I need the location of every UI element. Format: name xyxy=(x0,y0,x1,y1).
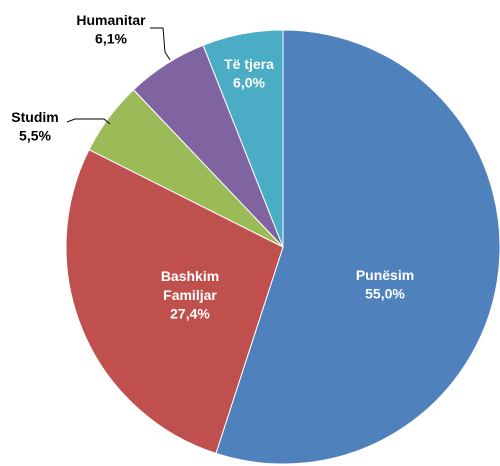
label-line: Studim xyxy=(11,109,58,125)
value-label: 6,1% xyxy=(95,31,127,47)
slice-label: Punësim xyxy=(356,267,414,283)
label-line: Të tjera xyxy=(224,56,274,72)
pie-slice xyxy=(215,29,500,465)
value-label: 5,5% xyxy=(19,128,51,144)
value-label: 55,0% xyxy=(365,286,405,302)
label-line: Punësim xyxy=(356,267,414,283)
leader-line xyxy=(150,27,171,61)
slice-label: Bashkim Familjar xyxy=(161,268,219,303)
pie-slice xyxy=(65,149,284,455)
value-label: 27,4% xyxy=(170,306,210,322)
label-line: Humanitar xyxy=(76,12,146,28)
value-label: 6,0% xyxy=(233,75,265,91)
slice-label: Studim xyxy=(11,109,58,125)
pie-slice xyxy=(202,29,284,248)
label-line: Familjar xyxy=(163,287,217,303)
leader-line xyxy=(66,118,111,125)
slice-label: Humanitar xyxy=(76,12,146,28)
label-line: Bashkim xyxy=(161,268,219,284)
slice-label: Të tjera xyxy=(224,56,274,72)
